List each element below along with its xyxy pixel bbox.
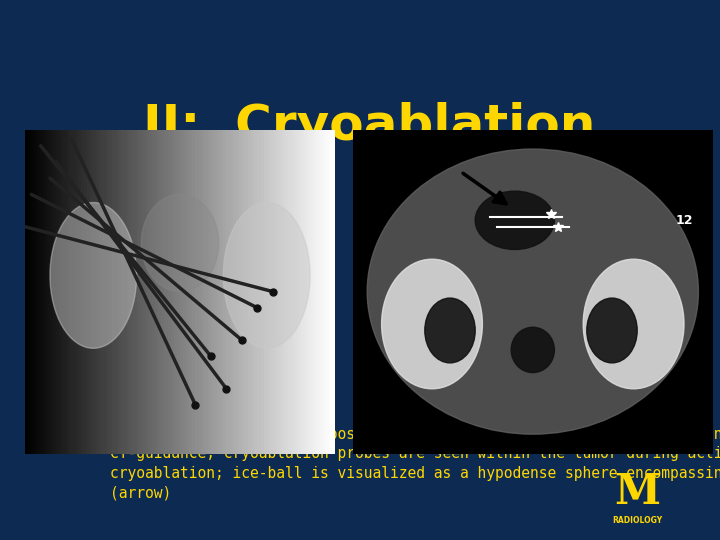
Ellipse shape bbox=[425, 298, 475, 363]
Ellipse shape bbox=[475, 191, 554, 249]
Ellipse shape bbox=[587, 298, 637, 363]
Text: 12: 12 bbox=[675, 214, 693, 227]
Ellipse shape bbox=[583, 259, 684, 389]
Text: II:  Cryoablation: II: Cryoablation bbox=[143, 102, 595, 150]
Ellipse shape bbox=[382, 259, 482, 389]
Ellipse shape bbox=[223, 202, 310, 348]
Ellipse shape bbox=[367, 149, 698, 434]
Ellipse shape bbox=[511, 327, 554, 373]
Ellipse shape bbox=[50, 202, 137, 348]
Text: Fluoroscopic image after positioning of six cryoablation probes within the tumor: Fluoroscopic image after positioning of … bbox=[109, 427, 720, 501]
Ellipse shape bbox=[141, 194, 219, 292]
Text: RADIOLOGY: RADIOLOGY bbox=[612, 516, 662, 525]
Text: M: M bbox=[614, 471, 660, 514]
